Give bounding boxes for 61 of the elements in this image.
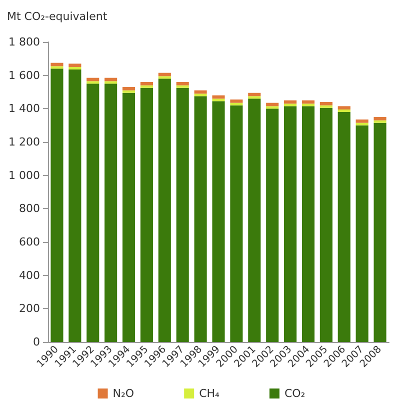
bar <box>248 96 261 99</box>
bar <box>302 104 315 106</box>
bar <box>122 92 136 342</box>
bar <box>356 120 368 123</box>
bar <box>230 100 243 103</box>
bar <box>266 108 279 342</box>
bar <box>230 105 243 342</box>
bar <box>140 82 153 86</box>
y-tick-label: 400 <box>19 268 40 282</box>
bar <box>104 84 118 342</box>
y-tick-label: 200 <box>19 302 40 316</box>
y-tick-label: 1 800 <box>8 36 40 48</box>
bar <box>212 95 225 99</box>
bar <box>212 101 225 342</box>
bar <box>122 87 136 90</box>
bar <box>338 106 350 110</box>
y-tick-label: 600 <box>19 236 40 248</box>
y-tick-label: 1 000 <box>8 168 40 182</box>
y-tick-label: 1 200 <box>8 136 40 148</box>
bar <box>194 94 207 96</box>
bar <box>284 104 297 106</box>
bar <box>320 102 332 106</box>
bar <box>338 112 350 342</box>
bar <box>50 62 64 66</box>
bar <box>356 122 368 126</box>
legend-label: N₂O <box>112 387 134 400</box>
bar <box>212 98 225 102</box>
bar <box>50 68 64 342</box>
bar <box>248 98 261 342</box>
y-tick-label: 1 400 <box>8 102 40 116</box>
bar <box>356 125 368 342</box>
y-tick-label: 800 <box>19 202 40 216</box>
bar <box>176 88 189 342</box>
bar <box>176 82 189 86</box>
bar <box>158 78 171 342</box>
bar <box>284 106 297 342</box>
bar <box>194 96 207 342</box>
bar <box>158 76 171 79</box>
bar <box>374 120 386 123</box>
bar <box>140 85 153 88</box>
bar <box>86 84 100 342</box>
bar <box>140 88 153 342</box>
bar <box>374 117 386 120</box>
bar <box>50 66 64 69</box>
legend-label: CH₄ <box>199 387 220 400</box>
y-axis-title: Mt CO₂-equivalent <box>7 10 108 23</box>
bar <box>320 108 332 342</box>
bar <box>320 105 332 108</box>
bar <box>104 81 118 84</box>
bar <box>176 85 189 88</box>
bar <box>68 64 82 67</box>
bar <box>374 122 386 342</box>
bar <box>302 106 315 342</box>
y-tick-label: 1 600 <box>8 68 40 82</box>
bar <box>230 102 243 106</box>
legend-label: CO₂ <box>284 387 306 400</box>
y-tick-label: 0 <box>33 336 40 348</box>
bar <box>122 90 136 93</box>
bar <box>68 70 82 342</box>
bar <box>86 81 100 84</box>
bar <box>266 106 279 109</box>
